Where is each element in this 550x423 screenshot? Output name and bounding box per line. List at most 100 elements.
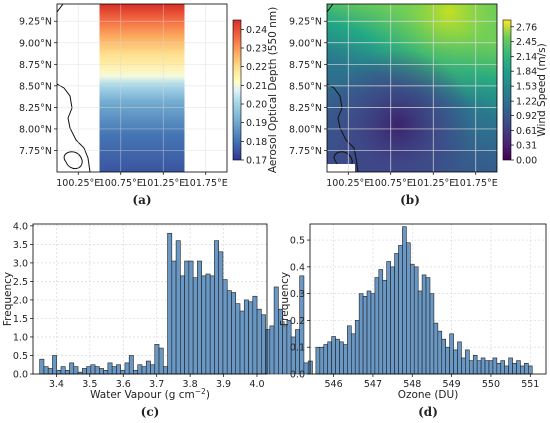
histogram-bar	[323, 344, 328, 375]
histogram-bar	[374, 277, 380, 375]
histogram-bar	[449, 333, 454, 375]
x-tick-label: 547	[364, 379, 382, 390]
histogram-bar	[512, 362, 517, 375]
histogram-bar	[386, 261, 391, 375]
histogram-bar	[64, 369, 70, 375]
histogram-bar	[461, 357, 466, 375]
histogram-bar	[425, 277, 431, 375]
x-tick-label: 3.5	[82, 379, 97, 390]
histogram-bar	[209, 275, 215, 375]
histogram-bar	[256, 308, 262, 375]
c-xlabel: Water Vapour (g cm−2)	[90, 387, 210, 401]
wind-colorbar	[502, 19, 512, 161]
colorbar-tick-label: 2.45	[516, 37, 537, 48]
y-tick-label: 3.5	[13, 240, 28, 251]
colorbar-tick-label: 1.22	[516, 97, 537, 108]
x-tick-label: 3.9	[216, 379, 231, 390]
histogram-bar	[39, 358, 45, 375]
colorbar-tick-label: 1.84	[516, 67, 537, 78]
histogram-bar	[94, 366, 100, 375]
caption-d: (d)	[418, 405, 438, 419]
histogram-bar	[433, 322, 439, 375]
histogram-bar	[476, 360, 482, 375]
histogram-bar	[315, 346, 321, 375]
aod-colorbar	[232, 19, 242, 161]
histogram-bar	[252, 295, 258, 375]
y-tick-label: 8.25°N	[19, 103, 52, 114]
histogram-bar	[52, 355, 58, 375]
x-tick-label: 100.25°E	[326, 178, 370, 189]
histogram-bar	[124, 362, 130, 375]
colorbar-tick-label: 0.00	[516, 156, 537, 167]
histogram-bar	[335, 338, 340, 375]
histogram-bar	[158, 347, 164, 375]
colorbar-tick-label: 1.53	[516, 82, 537, 93]
histogram-bar	[82, 368, 87, 375]
x-tick-label: 100.25°E	[56, 178, 100, 189]
y-tick-label: 0.0	[290, 370, 305, 381]
histogram-bar	[350, 333, 356, 375]
x-tick-label: 551	[521, 379, 539, 390]
colorbar-tick-label: 0.22	[246, 62, 267, 73]
histogram-bar	[409, 263, 415, 375]
histogram-bar	[235, 303, 241, 375]
histogram-bar	[145, 360, 151, 375]
histogram-bar	[273, 286, 279, 375]
y-tick-label: 9.00°N	[289, 38, 322, 49]
histogram-bar	[492, 357, 498, 375]
c-ylabel: Frequency	[2, 272, 14, 326]
colorbar-tick-label: 0.61	[516, 126, 537, 137]
histogram-bar	[133, 369, 139, 375]
colorbar-tick-label: 0.17	[246, 156, 267, 167]
histogram-bar	[107, 362, 113, 375]
water-vapour-histogram: 3.4 3.5 3.6 3.7 3.8 3.9 4.0 0.0 0.5 1.0 1.5 2.0 2.5 3…	[2, 221, 313, 419]
histogram-bar	[192, 277, 198, 375]
x-tick-label: 549	[443, 379, 461, 390]
histogram-bar	[137, 364, 143, 375]
histogram-bar	[103, 369, 109, 375]
histogram-bar	[86, 366, 92, 375]
histogram-bar	[453, 349, 458, 375]
x-tick-label: 3.4	[49, 379, 64, 390]
histogram-bar	[231, 292, 237, 375]
y-tick-label: 7.75°N	[289, 146, 322, 157]
histogram-bar	[402, 226, 407, 375]
histogram-bar	[184, 260, 190, 375]
ozone-histogram: 546 547 548 549 550 551 0.0 0.1 0.2 0.3 0.4 0.5 Fre…	[279, 223, 547, 419]
histogram-bar	[214, 240, 219, 375]
x-tick-label: 550	[482, 379, 500, 390]
histogram-bar	[197, 260, 202, 375]
y-tick-label: 2.5	[13, 277, 28, 288]
histogram-bar	[484, 360, 490, 375]
y-tick-label: 8.50°N	[289, 81, 322, 92]
x-tick-label: 3.8	[183, 379, 198, 390]
histogram-bar	[331, 336, 336, 375]
histogram-bar	[201, 275, 207, 375]
histogram-bar	[465, 349, 470, 375]
colorbar-tick-label: 0.19	[246, 118, 267, 129]
histogram-bar	[339, 341, 344, 375]
histogram-bar	[468, 360, 474, 375]
histogram-bar	[56, 369, 62, 375]
wind-colorbar-label: Wind Speed (m/s)	[536, 43, 548, 136]
x-tick-label: 101.25°E	[141, 178, 185, 189]
x-tick-label: 4.0	[249, 379, 264, 390]
histogram-bar	[362, 296, 368, 375]
histogram-bar	[90, 364, 96, 375]
histogram-bar	[421, 274, 427, 375]
histogram-bar	[154, 344, 160, 375]
histogram-bar	[265, 329, 271, 375]
y-tick-label: 0.2	[290, 316, 305, 327]
caption-b: (b)	[400, 193, 420, 207]
histogram-bar	[282, 325, 288, 375]
histogram-bar	[69, 362, 75, 375]
y-tick-label: 1.5	[13, 314, 28, 325]
colorbar-tick-label: 2.76	[516, 22, 537, 33]
histogram-bar	[406, 242, 411, 375]
histogram-bar	[239, 310, 245, 375]
histogram-bar	[445, 346, 450, 375]
y-tick-label: 0.5	[290, 236, 305, 247]
histogram-bar	[390, 266, 395, 375]
